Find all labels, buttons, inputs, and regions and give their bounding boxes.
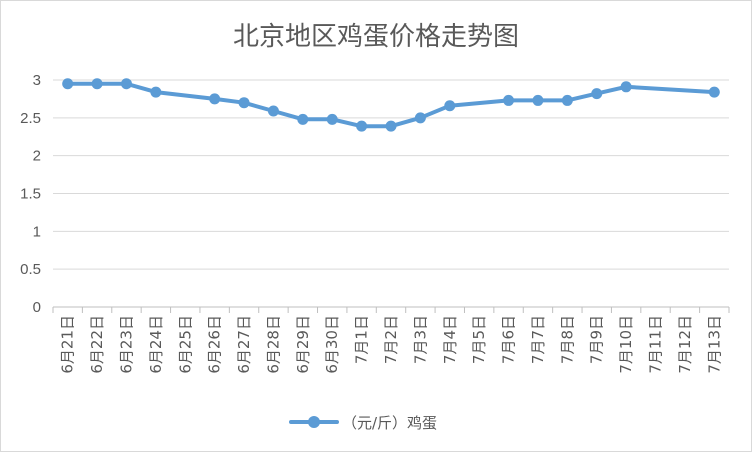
y-tick-label: 1	[33, 223, 41, 240]
legend: （元/斤）鸡蛋	[289, 414, 437, 432]
y-tick-label: 0.5	[20, 261, 41, 278]
x-tick-label: 7月8日	[558, 315, 576, 364]
x-axis: 6月21日 6月22日 6月23日 6月24日 6月25日 6月26日 6月27日 6月28日…	[52, 307, 730, 374]
x-tick-label: 6月26日	[206, 315, 224, 374]
data-point	[503, 94, 515, 106]
y-tick-label: 3	[33, 72, 41, 89]
data-point	[297, 113, 309, 125]
x-tick-label: 6月30日	[323, 315, 341, 374]
data-point	[62, 78, 74, 90]
data-point	[238, 97, 250, 109]
data-point	[267, 105, 279, 117]
y-tick-label: 2	[33, 148, 41, 165]
x-tick-label: 7月7日	[529, 315, 547, 364]
x-tick-label: 7月4日	[441, 315, 459, 364]
x-tick-label: 6月25日	[176, 315, 194, 374]
series-line	[65, 81, 717, 129]
x-tick-label: 7月12日	[676, 315, 694, 374]
data-point	[620, 81, 632, 93]
x-tick-label: 6月27日	[235, 315, 253, 374]
x-tick-label: 6月29日	[294, 315, 312, 374]
data-point	[561, 94, 573, 106]
x-tick-label: 7月5日	[470, 315, 488, 364]
y-tick-label: 2.5	[20, 110, 41, 127]
data-point	[150, 86, 162, 98]
data-point	[591, 88, 603, 100]
data-point	[708, 86, 720, 98]
x-tick-label: 7月6日	[500, 315, 518, 364]
x-tick-label: 7月13日	[705, 315, 723, 374]
x-tick-label: 6月24日	[147, 315, 165, 374]
y-axis: 0 0.5 1 1.5 2 2.5 3	[20, 72, 41, 316]
data-point	[209, 93, 221, 105]
data-point	[120, 78, 132, 90]
data-point	[444, 100, 456, 112]
legend-marker	[308, 416, 320, 428]
gridlines	[53, 79, 729, 308]
x-tick-label: 6月21日	[59, 315, 77, 374]
data-point	[385, 120, 397, 132]
y-tick-label: 1.5	[20, 186, 41, 203]
data-point	[356, 120, 368, 132]
x-tick-label: 7月1日	[353, 315, 371, 364]
x-tick-label: 7月9日	[588, 315, 606, 364]
chart-title: 北京地区鸡蛋价格走势图	[233, 22, 519, 52]
x-tick-label: 7月10日	[617, 315, 635, 374]
legend-label: （元/斤）鸡蛋	[342, 414, 437, 432]
data-point	[91, 78, 103, 90]
y-tick-label: 0	[33, 299, 41, 316]
series-layer	[62, 78, 720, 132]
data-point	[414, 112, 426, 124]
x-tick-label: 6月28日	[264, 315, 282, 374]
data-point	[532, 94, 544, 106]
data-point	[326, 113, 338, 125]
x-tick-label: 6月23日	[117, 315, 135, 374]
x-tick-label: 7月2日	[382, 315, 400, 364]
x-tick-label: 6月22日	[88, 315, 106, 374]
x-tick-label: 7月3日	[411, 315, 429, 364]
x-tick-label: 7月11日	[647, 315, 665, 374]
